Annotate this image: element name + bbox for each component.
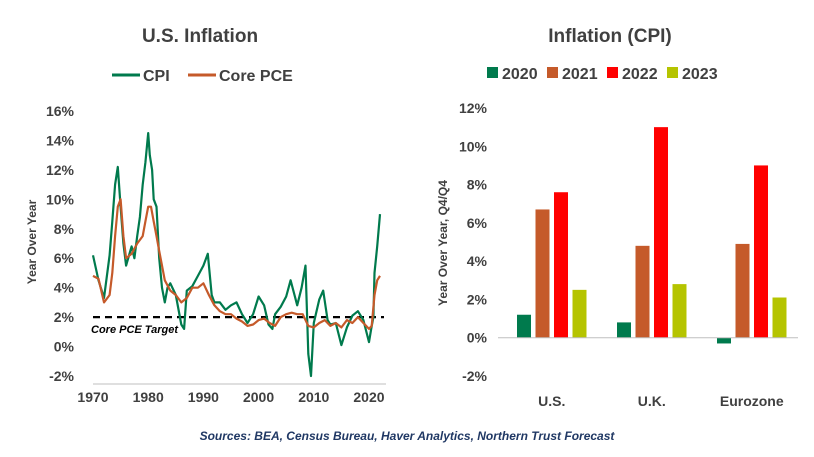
y-tick-label: 6% xyxy=(54,250,75,266)
y-tick-label: -2% xyxy=(462,368,487,384)
x-tick-label: 2000 xyxy=(243,389,274,405)
y-tick-label: 4% xyxy=(54,280,75,296)
x-tick-label-u-k: U.K. xyxy=(638,393,666,409)
bar-u-k-2020 xyxy=(617,322,631,338)
bar-legend: 2020 2021 2022 2023 xyxy=(487,66,718,83)
legend-label-core-pce: Core PCE xyxy=(219,68,293,85)
bar-u-k-2021 xyxy=(635,245,650,338)
bar-u-s-2020 xyxy=(517,314,531,338)
core-pce-target-label: Core PCE Target xyxy=(91,324,179,336)
cpi-bars xyxy=(517,127,787,344)
us-inflation-chart: U.S. Inflation CPI Core PCE Year Over Ye… xyxy=(25,26,386,405)
legend-label-cpi: CPI xyxy=(143,68,170,85)
x-tick-label: 1970 xyxy=(77,389,108,405)
x-tick-label: 1990 xyxy=(188,389,219,405)
bar-eurozone-2022 xyxy=(754,165,768,338)
x-tick-label: 2020 xyxy=(353,389,384,405)
cpi-bar-chart: Inflation (CPI) 2020 2021 2022 2023 Year Ov… xyxy=(436,26,798,409)
cpi-bar-x-ticks: U.S. U.K. Eurozone xyxy=(538,393,784,409)
bar-eurozone-2020 xyxy=(717,337,731,344)
series-line-cpi xyxy=(91,132,382,378)
us-inflation-x-ticks: 1970 1980 1990 2000 2010 2020 xyxy=(77,389,384,405)
us-inflation-y-axis-label: Year Over Year xyxy=(25,199,39,284)
y-tick-label: 12% xyxy=(459,100,488,116)
y-tick-label: 0% xyxy=(54,339,75,355)
y-tick-label: 8% xyxy=(467,177,488,193)
y-tick-label: 6% xyxy=(467,215,488,231)
cpi-bar-y-ticks: -2% 0% 2% 4% 6% 8% 10% 12% xyxy=(459,100,488,384)
source-note: Sources: BEA, Census Bureau, Haver Analy… xyxy=(200,429,616,443)
bar-u-k-2022 xyxy=(654,127,668,338)
y-tick-label: 0% xyxy=(467,330,488,346)
x-tick-label-u-s: U.S. xyxy=(538,393,565,409)
cpi-bar-title: Inflation (CPI) xyxy=(548,26,671,47)
y-tick-label: 8% xyxy=(54,221,75,237)
cpi-bar-y-axis-label: Year Over Year, Q4/Q4 xyxy=(436,180,450,306)
y-tick-label: 10% xyxy=(46,191,75,207)
y-tick-label: 2% xyxy=(467,291,488,307)
legend-label-2023: 2023 xyxy=(682,66,718,83)
legend-swatch-2021 xyxy=(547,67,558,78)
bar-eurozone-2023 xyxy=(772,297,787,338)
bar-u-s-2022 xyxy=(554,192,568,338)
x-tick-label-eurozone: Eurozone xyxy=(720,393,784,409)
legend-label-2020: 2020 xyxy=(502,66,538,83)
bar-u-s-2021 xyxy=(535,209,550,338)
us-inflation-y-ticks: -2% 0% 2% 4% 6% 8% 10% 12% 14% 16% xyxy=(46,103,75,384)
us-inflation-title: U.S. Inflation xyxy=(142,26,258,47)
legend-swatch-2022 xyxy=(607,67,618,78)
y-tick-label: 4% xyxy=(467,253,488,269)
bar-u-k-2023 xyxy=(672,284,687,338)
bar-eurozone-2021 xyxy=(735,243,750,338)
y-tick-label: 2% xyxy=(54,309,75,325)
legend-swatch-2023 xyxy=(667,67,678,78)
y-tick-label: 12% xyxy=(46,162,75,178)
y-tick-label: 14% xyxy=(46,132,75,148)
legend-label-2021: 2021 xyxy=(562,66,598,83)
x-tick-label: 1980 xyxy=(133,389,164,405)
y-tick-label: -2% xyxy=(49,368,74,384)
legend-swatch-2020 xyxy=(487,67,498,78)
x-tick-label: 2010 xyxy=(298,389,329,405)
y-tick-label: 10% xyxy=(459,138,488,154)
line-legend: CPI Core PCE xyxy=(112,68,293,85)
y-tick-label: 16% xyxy=(46,103,75,119)
bar-u-s-2023 xyxy=(572,289,587,338)
legend-label-2022: 2022 xyxy=(622,66,658,83)
series-line-core-pce xyxy=(92,198,381,330)
